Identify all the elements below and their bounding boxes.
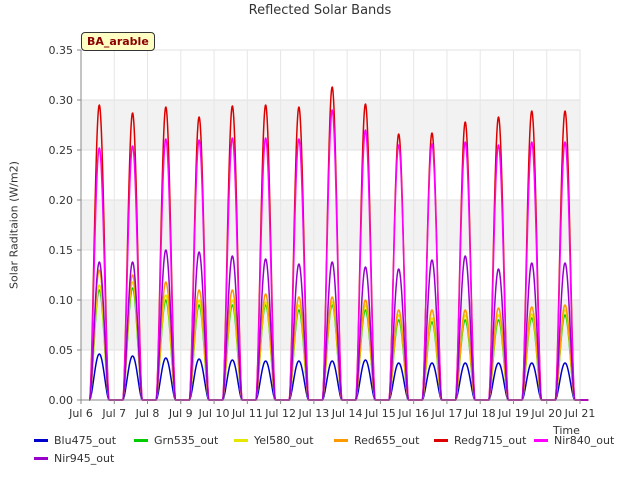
tick-labels: Jul 6 Jul 7 Jul 8 Jul 9 Jul 10 Jul 11 Jul 12 Ju… [49,44,596,420]
legend-swatch [534,439,548,442]
legend-label: Yel580_out [254,434,314,447]
legend-swatch [34,457,48,460]
legend-item: Nir945_out [34,452,114,465]
x-axis-label: Time [553,424,580,437]
legend-item: Redg715_out [434,434,526,447]
series-line-nir840-out [88,109,589,401]
y-tick-label: 0.00 [49,394,74,407]
x-tick-label: Jul 10 [198,407,230,420]
legend-swatch [434,439,448,442]
x-tick-label: Jul 6 [68,407,93,420]
y-tick-label: 0.35 [49,44,74,57]
chart-title: Reflected Solar Bands [248,3,392,18]
legend-label: Grn535_out [154,434,219,447]
legend-item: Red655_out [334,434,419,447]
series-line-nir945-out [88,249,589,401]
y-tick-label: 0.05 [49,344,74,357]
x-tick-label: Jul 20 [530,407,562,420]
legend-item: Grn535_out [134,434,218,447]
x-tick-label: Jul 18 [464,407,496,420]
series-line-blu475-out [88,353,589,401]
legend-label: Red655_out [354,434,420,447]
site-label-badge: BA_arable [81,32,155,51]
legend-swatch [334,439,348,442]
x-tick-label: Jul 8 [135,407,160,420]
legend-swatch [234,439,248,442]
y-tick-label: 0.15 [49,244,74,257]
legend-label: Blu475_out [54,434,117,447]
legend-item: Blu475_out [34,434,116,447]
x-tick-label: Jul 12 [264,407,296,420]
legend-label: Nir840_out [554,434,615,447]
series-layer [88,86,589,401]
y-tick-label: 0.25 [49,144,74,157]
legend-swatch [134,439,148,442]
x-tick-label: Jul 9 [168,407,193,420]
x-tick-label: Jul 11 [231,407,263,420]
y-tick-label: 0.10 [49,294,74,307]
legend-item: Yel580_out [234,434,314,447]
y-tick-label: 0.30 [49,94,74,107]
x-tick-label: Jul 19 [497,407,529,420]
x-tick-label: Jul 17 [431,407,463,420]
legend-item: Nir840_out [534,434,614,447]
x-tick-label: Jul 15 [364,407,396,420]
legend-swatch [34,439,48,442]
x-tick-label: Jul 7 [101,407,126,420]
legend-label: Redg715_out [454,434,527,447]
y-tick-label: 0.20 [49,194,74,207]
legend-label: Nir945_out [54,452,115,465]
x-tick-label: Jul 16 [397,407,429,420]
x-tick-label: Jul 14 [331,407,363,420]
x-tick-label: Jul 21 [564,407,596,420]
background-band [81,200,580,250]
axes [80,50,580,401]
x-tick-label: Jul 13 [297,407,329,420]
